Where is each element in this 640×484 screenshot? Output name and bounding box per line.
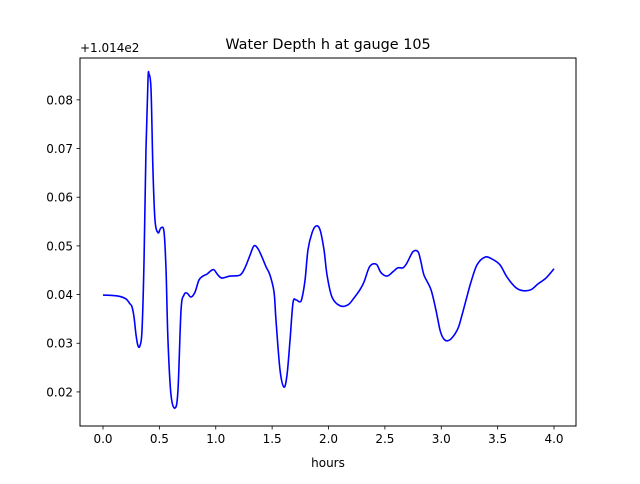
series-line-h: [102, 70, 555, 409]
chart-title: Water Depth h at gauge 105: [225, 37, 430, 53]
y-axis-ticks: 0.02 0.03 0.04 0.05 0.06 0.07 0.08: [46, 93, 80, 399]
y-offset-text: +1.014e2: [80, 41, 139, 55]
plot-area: [102, 70, 555, 409]
x-tick-label: 3.5: [488, 432, 507, 446]
y-tick-label: 0.04: [46, 288, 73, 302]
x-tick-label: 0.0: [93, 432, 112, 446]
x-axis-ticks: 0.0 0.5 1.0 1.5 2.0 2.5 3.0 3.5 4.0: [93, 426, 564, 446]
y-tick-label: 0.05: [46, 239, 73, 253]
x-tick-label: 1.5: [263, 432, 282, 446]
x-tick-label: 3.0: [432, 432, 451, 446]
x-axis-label: hours: [311, 456, 345, 470]
x-tick-label: 4.0: [544, 432, 563, 446]
y-tick-label: 0.06: [46, 191, 73, 205]
y-tick-label: 0.07: [46, 142, 73, 156]
x-tick-label: 2.5: [375, 432, 394, 446]
y-tick-label: 0.08: [46, 93, 73, 107]
y-tick-label: 0.03: [46, 337, 73, 351]
x-tick-label: 1.0: [206, 432, 225, 446]
x-tick-label: 0.5: [150, 432, 169, 446]
y-tick-label: 0.02: [46, 385, 73, 399]
axes-frame: [79, 57, 577, 427]
x-tick-label: 2.0: [319, 432, 338, 446]
